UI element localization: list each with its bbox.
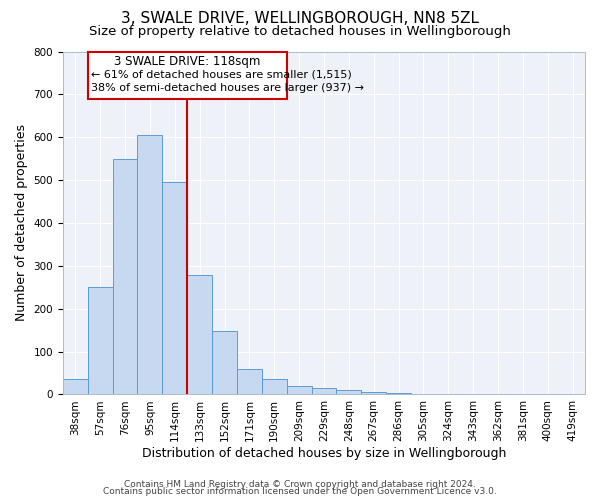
- Bar: [361, 392, 386, 394]
- Text: Contains HM Land Registry data © Crown copyright and database right 2024.: Contains HM Land Registry data © Crown c…: [124, 480, 476, 489]
- Text: Contains public sector information licensed under the Open Government Licence v3: Contains public sector information licen…: [103, 487, 497, 496]
- Y-axis label: Number of detached properties: Number of detached properties: [15, 124, 28, 322]
- Text: 3 SWALE DRIVE: 118sqm: 3 SWALE DRIVE: 118sqm: [114, 56, 260, 68]
- Text: 38% of semi-detached houses are larger (937) →: 38% of semi-detached houses are larger (…: [91, 84, 364, 94]
- Bar: [311, 388, 337, 394]
- Text: ← 61% of detached houses are smaller (1,515): ← 61% of detached houses are smaller (1,…: [91, 69, 352, 79]
- Text: Size of property relative to detached houses in Wellingborough: Size of property relative to detached ho…: [89, 25, 511, 38]
- FancyBboxPatch shape: [88, 52, 287, 98]
- Bar: [262, 380, 287, 394]
- Text: 3, SWALE DRIVE, WELLINGBOROUGH, NN8 5ZL: 3, SWALE DRIVE, WELLINGBOROUGH, NN8 5ZL: [121, 11, 479, 26]
- X-axis label: Distribution of detached houses by size in Wellingborough: Distribution of detached houses by size …: [142, 447, 506, 460]
- Bar: [137, 135, 163, 394]
- Bar: [337, 390, 361, 394]
- Bar: [237, 368, 262, 394]
- Bar: [63, 380, 88, 394]
- Bar: [212, 331, 237, 394]
- Bar: [386, 393, 411, 394]
- Bar: [187, 276, 212, 394]
- Bar: [287, 386, 311, 394]
- Bar: [163, 182, 187, 394]
- Bar: [88, 288, 113, 395]
- Bar: [113, 158, 137, 394]
